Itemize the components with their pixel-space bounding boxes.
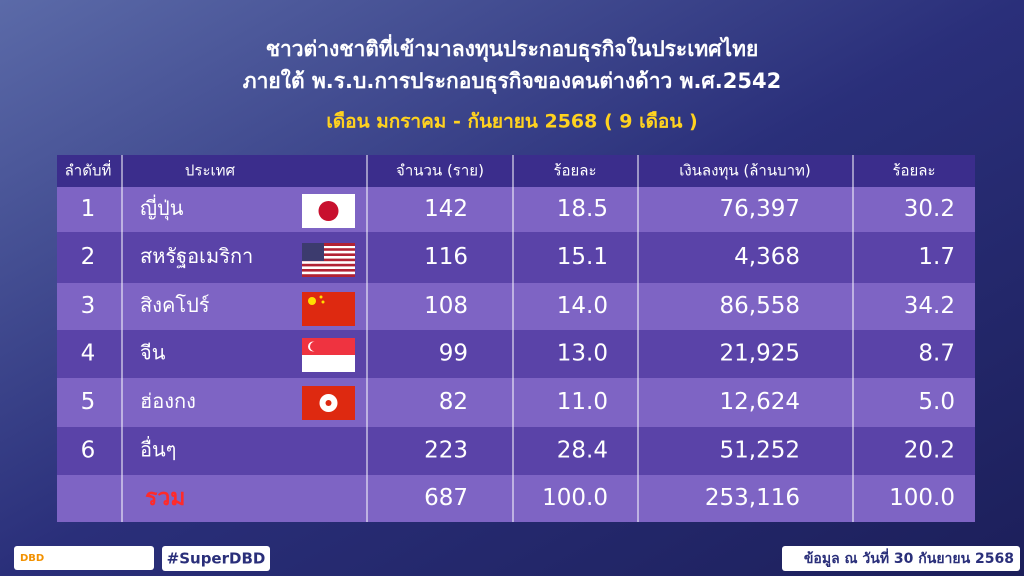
table-cell: ญี่ปุ่น bbox=[140, 194, 184, 221]
table-cell: 15.1 bbox=[557, 244, 608, 270]
column-header: เงินลงทุน (ล้านบาท) bbox=[679, 162, 811, 181]
table-cell: 14.0 bbox=[557, 293, 608, 319]
column-header: ร้อยละ bbox=[892, 162, 935, 180]
table-cell: 8.7 bbox=[918, 341, 955, 367]
table-row bbox=[57, 330, 975, 378]
table-cell: 12,624 bbox=[720, 389, 800, 415]
hashtag: #SuperDBD bbox=[167, 550, 266, 568]
total-cell: 100.0 bbox=[889, 485, 955, 511]
table-row bbox=[57, 283, 975, 330]
table-cell: ฮ่องกง bbox=[140, 389, 196, 413]
table-cell: 34.2 bbox=[904, 293, 955, 319]
table-cell: อื่นๆ bbox=[140, 436, 176, 462]
flag bbox=[302, 243, 355, 277]
table-cell: 3 bbox=[81, 293, 96, 319]
table-cell: 142 bbox=[424, 196, 468, 222]
total-cell: 253,116 bbox=[705, 485, 800, 511]
table-cell: 116 bbox=[424, 244, 468, 270]
table-cell: 21,925 bbox=[720, 341, 800, 367]
column-header: ร้อยละ bbox=[553, 162, 596, 180]
table-cell: 99 bbox=[439, 341, 468, 367]
flag bbox=[302, 292, 355, 326]
table-cell: 4,368 bbox=[734, 244, 800, 270]
total-cell: 687 bbox=[424, 485, 468, 511]
logos: DBD bbox=[14, 546, 154, 570]
flag bbox=[302, 338, 355, 372]
table-cell: 11.0 bbox=[557, 389, 608, 415]
table-cell: 6 bbox=[81, 438, 96, 464]
table: ลำดับที่ ประเทศ จำนวน (ราย) ร้อยละ เงินลงทุน… bbox=[57, 155, 975, 522]
flag bbox=[302, 194, 355, 228]
source-note: ข้อมูล ณ วันที่ 30 กันยายน 2568 bbox=[804, 548, 1014, 567]
column-header: ลำดับที่ bbox=[65, 160, 112, 180]
table-cell: 1 bbox=[81, 196, 96, 222]
table-cell: 30.2 bbox=[904, 196, 955, 222]
table-cell: 28.4 bbox=[557, 438, 608, 464]
table-cell: 4 bbox=[81, 341, 96, 367]
total-row bbox=[57, 475, 975, 522]
table-cell: 51,252 bbox=[720, 438, 800, 464]
column-header: ประเทศ bbox=[185, 162, 236, 180]
table-cell: 1.7 bbox=[918, 244, 955, 270]
flags bbox=[302, 194, 355, 420]
table-cell: 108 bbox=[424, 293, 468, 319]
table-cell: 86,558 bbox=[720, 293, 800, 319]
table-cell: 223 bbox=[424, 438, 468, 464]
table-cell: 2 bbox=[81, 244, 96, 270]
table-row bbox=[57, 187, 975, 232]
table-cell: จีน bbox=[140, 341, 166, 365]
table-row bbox=[57, 378, 975, 427]
table-cell: 82 bbox=[439, 389, 468, 415]
title: ชาวต่างชาติที่เข้ามาลงทุนประกอบธุรกิจในป… bbox=[266, 33, 759, 63]
subtitle: เดือน มกราคม - กันยายน 2568 ( 9 เดือน ) bbox=[326, 111, 697, 133]
source-box bbox=[782, 546, 1020, 571]
header-row bbox=[57, 155, 975, 187]
table-row bbox=[57, 427, 975, 475]
table-cell: สหรัฐอเมริกา bbox=[140, 244, 253, 268]
hashtag-box bbox=[162, 546, 270, 571]
table-cell: 18.5 bbox=[557, 196, 608, 222]
table-row bbox=[57, 232, 975, 283]
table-cell: สิงคโปร์ bbox=[140, 293, 210, 317]
flag bbox=[302, 386, 355, 420]
table-cell: 20.2 bbox=[904, 438, 955, 464]
table-cell: 76,397 bbox=[720, 196, 800, 222]
svg-text:DBD: DBD bbox=[20, 553, 44, 564]
table-cell: 5.0 bbox=[918, 389, 955, 415]
column-header: จำนวน (ราย) bbox=[396, 162, 484, 180]
total-cell: รวม bbox=[145, 485, 185, 511]
title: ภายใต้ พ.ร.บ.การประกอบธุรกิจของคนต่างด้า… bbox=[243, 68, 781, 95]
total-cell: 100.0 bbox=[542, 485, 608, 511]
table-cell: 13.0 bbox=[557, 341, 608, 367]
table-cell: 5 bbox=[81, 389, 96, 415]
